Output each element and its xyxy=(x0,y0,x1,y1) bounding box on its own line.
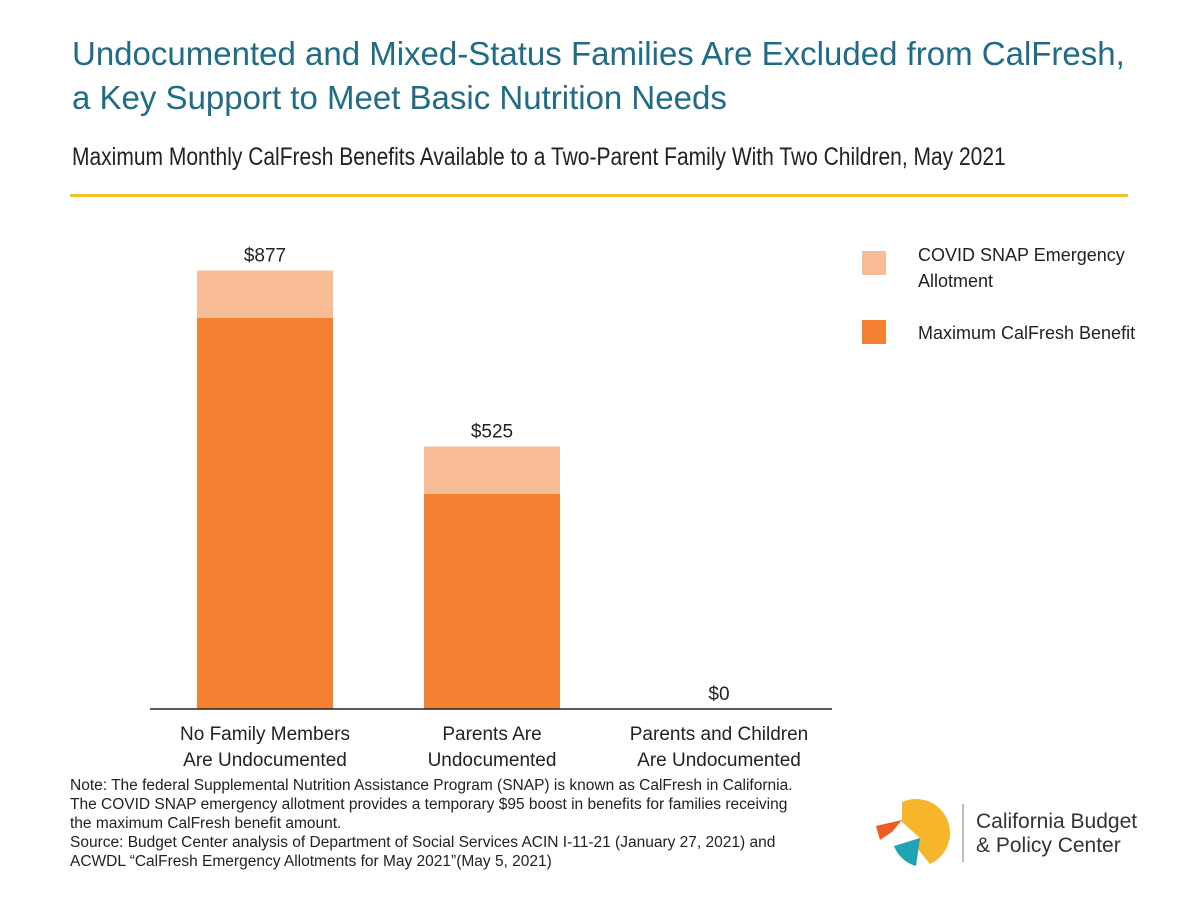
title-divider-rule xyxy=(70,194,1128,197)
category-label: Are Undocumented xyxy=(183,750,347,771)
legend-label: Maximum CalFresh Benefit xyxy=(918,323,1135,343)
bar-total-label: $0 xyxy=(708,684,729,705)
legend-label: COVID SNAP Emergency xyxy=(918,245,1125,265)
legend-swatch xyxy=(862,320,886,344)
bar-segment-max-benefit xyxy=(197,318,333,709)
chart-notes: Note: The federal Supplemental Nutrition… xyxy=(70,776,860,871)
chart-subtitle: Maximum Monthly CalFresh Benefits Availa… xyxy=(72,143,1006,171)
organization-name-line: & Policy Center xyxy=(976,834,1121,857)
bar-segment-covid-allotment xyxy=(197,270,333,318)
category-label: Undocumented xyxy=(428,750,557,771)
logo-divider xyxy=(962,804,964,862)
source-line: Source: Budget Center analysis of Depart… xyxy=(70,834,776,851)
bar-total-label: $525 xyxy=(471,422,513,443)
category-label: No Family Members xyxy=(180,724,350,745)
logo-yellow-shape xyxy=(902,798,951,864)
note-line: the maximum CalFresh benefit amount. xyxy=(70,815,342,832)
bar-segment-max-benefit xyxy=(424,494,560,709)
bar-segment-covid-allotment xyxy=(424,446,560,494)
bar-total-label: $877 xyxy=(244,246,286,267)
source-line: ACWDL “CalFresh Emergency Allotments for… xyxy=(70,853,552,870)
note-line: The COVID SNAP emergency allotment provi… xyxy=(70,796,788,813)
logo-teal-shape xyxy=(894,838,920,866)
organization-name-line: California Budget xyxy=(976,810,1138,833)
value-labels-group: $877 $525 $0 xyxy=(244,246,730,706)
organization-logo: California Budget & Policy Center xyxy=(872,796,1172,870)
category-label: Are Undocumented xyxy=(637,750,801,771)
bars-group xyxy=(197,270,560,709)
category-label: Parents and Children xyxy=(630,724,809,745)
legend: COVID SNAP Emergency Allotment Maximum Cal… xyxy=(862,245,1135,344)
category-label: Parents Are xyxy=(442,724,541,745)
logo-mark-icon xyxy=(876,798,951,866)
legend-label: Allotment xyxy=(918,271,993,291)
logo-orange-shape xyxy=(876,820,902,840)
chart-title: Undocumented and Mixed-Status Families A… xyxy=(72,35,1125,116)
legend-swatch xyxy=(862,251,886,275)
note-line: Note: The federal Supplemental Nutrition… xyxy=(70,777,793,794)
stacked-bar-chart: $877 $525 $0 No Family Members Are Undocume… xyxy=(150,245,1135,771)
category-labels-group: No Family Members Are Undocumented Parents… xyxy=(180,724,808,771)
organization-name: California Budget & Policy Center xyxy=(976,810,1137,858)
